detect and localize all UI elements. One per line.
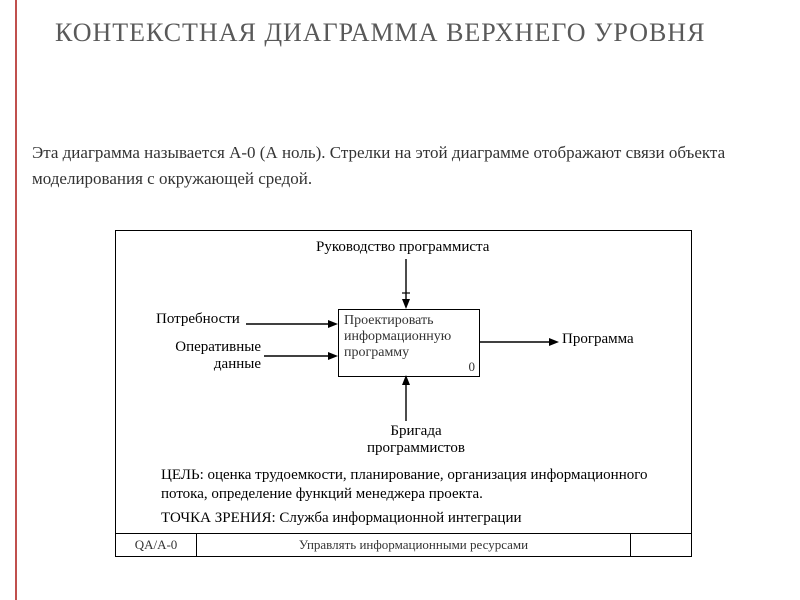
mechanism-arrow — [401, 375, 411, 421]
mechanism-label-line1: Бригада — [390, 423, 441, 439]
output-arrow — [479, 337, 559, 347]
goal-text: ЦЕЛЬ: оценка трудоемкости, планирование,… — [161, 466, 671, 504]
page-subtitle: Эта диаграмма называется A-0 (А ноль). С… — [32, 140, 772, 191]
activity-line3: программу — [344, 345, 409, 360]
input2-label-line1: Оперативные — [175, 339, 261, 355]
accent-vertical-line — [15, 0, 17, 600]
input1-label: Потребности — [156, 311, 240, 328]
activity-box-index: 0 — [469, 359, 476, 375]
input2-arrow — [264, 351, 338, 361]
idef0-diagram: Руководство программиста Потребности Опе… — [115, 230, 692, 557]
activity-box: Проектировать информационную программу 0 — [338, 309, 480, 377]
mechanism-label: Бригада программистов — [361, 423, 471, 456]
point-of-view-text: ТОЧКА ЗРЕНИЯ: Служба информационной инте… — [161, 509, 671, 528]
activity-box-text: Проектировать информационную программу — [344, 313, 451, 361]
output-label: Программа — [562, 331, 634, 348]
input1-arrow — [246, 319, 338, 329]
footer-cell-node: QA/A-0 — [116, 534, 197, 556]
control-arrow — [401, 259, 411, 309]
activity-line2: информационную — [344, 329, 451, 344]
page-title: КОНТЕКСТНАЯ ДИАГРАММА ВЕРХНЕГО УРОВНЯ — [55, 18, 755, 48]
footer-cell-number — [631, 534, 691, 556]
footer-cell-title: Управлять информационными ресурсами — [197, 534, 631, 556]
input2-label: Оперативные данные — [166, 339, 261, 372]
activity-line1: Проектировать — [344, 313, 434, 328]
diagram-footer: QA/A-0 Управлять информационными ресурса… — [116, 533, 691, 556]
mechanism-label-line2: программистов — [367, 440, 465, 456]
control-label: Руководство программиста — [316, 239, 489, 256]
input2-label-line2: данные — [214, 356, 261, 372]
